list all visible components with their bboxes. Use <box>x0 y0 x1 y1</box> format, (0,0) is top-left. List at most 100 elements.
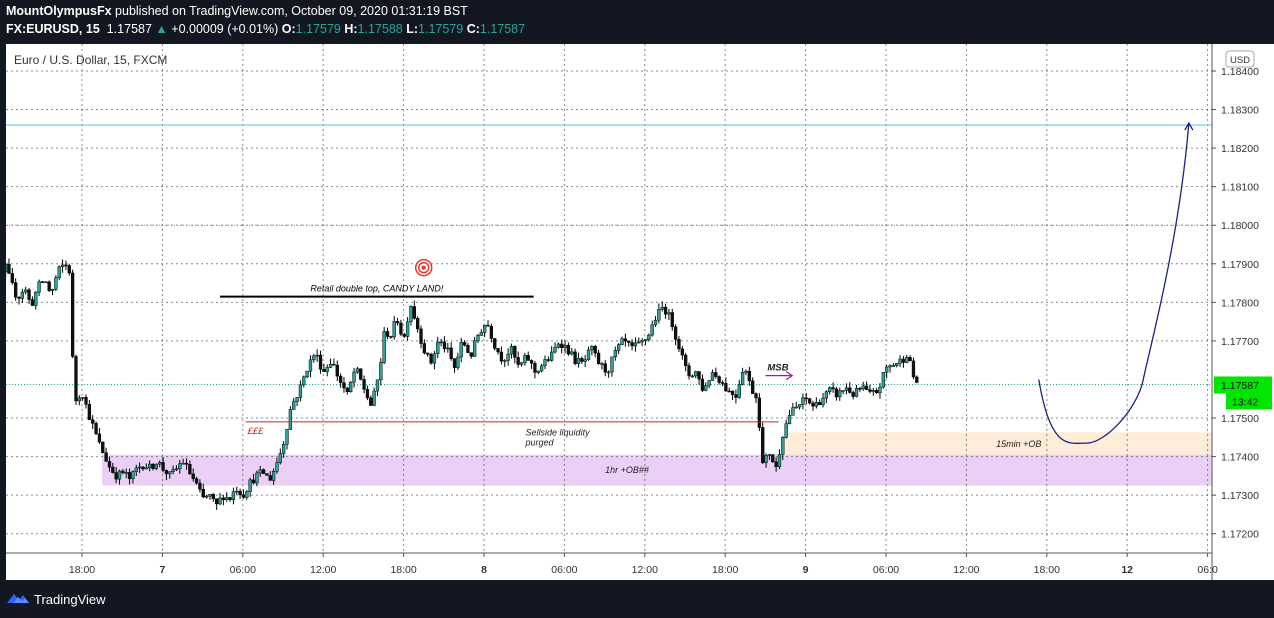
x-tick-label-6: 06:00 <box>551 564 577 576</box>
candle-92 <box>278 448 282 465</box>
last-price-label: 1.17587 <box>1221 380 1259 392</box>
close-label: C: <box>466 22 480 36</box>
annotation-label-1: £££ <box>246 426 264 437</box>
x-tick-label-0: 18:00 <box>69 564 95 576</box>
candle-196 <box>627 340 631 347</box>
candle-165 <box>523 352 527 366</box>
candle-195 <box>623 333 628 347</box>
candle-28 <box>64 260 68 270</box>
candle-134 <box>419 325 423 349</box>
candle-105 <box>322 363 326 372</box>
candle-251 <box>811 400 815 411</box>
candle-185 <box>590 345 594 356</box>
candle-41 <box>107 456 112 472</box>
candle-151 <box>476 333 480 344</box>
candle-227 <box>730 390 735 400</box>
candle-269 <box>871 387 875 396</box>
candle-84 <box>251 474 256 485</box>
candle-249 <box>804 392 808 405</box>
candle-12 <box>10 268 14 285</box>
candle-256 <box>828 386 832 395</box>
tradingview-brand[interactable]: TradingView <box>34 592 106 607</box>
candle-150 <box>472 336 477 357</box>
chart-header: MountOlympusFx published on TradingView.… <box>0 0 1274 44</box>
candle-52 <box>144 463 148 470</box>
candle-210 <box>673 324 678 346</box>
candle-141 <box>442 336 447 353</box>
candle-103 <box>315 349 319 362</box>
candle-214 <box>687 362 691 380</box>
candle-46 <box>124 468 128 479</box>
candle-170 <box>539 363 544 373</box>
candle-126 <box>392 316 396 340</box>
candle-104 <box>318 350 323 374</box>
candle-55 <box>154 463 159 471</box>
price-chart[interactable]: Retail double top, CANDY LAND! £££ Sellsid… <box>6 44 1274 580</box>
candle-156 <box>493 338 497 351</box>
candle-68 <box>198 479 202 493</box>
ohlc-bar: FX:EURUSD, 15 1.17587 ▲ +0.00009 (+0.01%… <box>6 22 525 36</box>
candle-158 <box>499 346 504 365</box>
candle-108 <box>332 358 336 366</box>
candle-114 <box>352 367 356 388</box>
x-tick-label-13: 12 <box>1121 564 1133 576</box>
open-label: O: <box>281 22 296 36</box>
candle-100 <box>305 370 309 379</box>
candle-187 <box>596 349 601 365</box>
candle-277 <box>898 355 902 367</box>
last-price-badge: 1.17587 <box>1214 376 1272 394</box>
candle-200 <box>640 338 644 347</box>
published-text: published on TradingView.com, October 09… <box>111 4 468 18</box>
candle-250 <box>807 397 812 405</box>
candle-48 <box>131 470 135 484</box>
candle-111 <box>342 376 346 393</box>
candle-167 <box>529 359 534 369</box>
candle-223 <box>717 375 721 385</box>
candle-132 <box>412 300 416 320</box>
candle-76 <box>225 492 229 502</box>
candle-222 <box>714 367 718 379</box>
candle-81 <box>241 489 246 499</box>
candle-212 <box>680 345 684 360</box>
candle-190 <box>606 370 611 378</box>
candle-124 <box>385 327 390 340</box>
candle-209 <box>670 308 674 331</box>
candle-235 <box>757 393 762 432</box>
projection-path[interactable] <box>1038 122 1190 445</box>
candle-16 <box>24 286 28 295</box>
y-tick-label-9: 1.17400 <box>1221 452 1259 464</box>
chart-legend: Euro / U.S. Dollar, 15, FXCM <box>14 53 167 67</box>
y-tick-label-4: 1.18000 <box>1221 220 1259 232</box>
candle-78 <box>231 487 236 505</box>
candle-57 <box>161 456 165 473</box>
candle-10 <box>6 262 8 279</box>
currency-badge[interactable]: USD <box>1225 50 1255 68</box>
candle-278 <box>901 356 906 368</box>
candle-15 <box>20 288 25 303</box>
candle-20 <box>37 279 41 297</box>
candle-154 <box>486 320 490 327</box>
candle-25 <box>54 275 58 292</box>
high-value: 1.17588 <box>357 22 403 36</box>
publisher-name[interactable]: MountOlympusFx <box>6 4 112 18</box>
candle-42 <box>111 462 115 474</box>
candle-21 <box>40 281 45 283</box>
candle-56 <box>158 460 162 468</box>
y-tick-label-2: 1.18200 <box>1221 143 1259 155</box>
price-scale[interactable] <box>1212 44 1274 580</box>
candle-262 <box>848 382 852 394</box>
up-triangle-icon: ▲ <box>155 22 168 36</box>
candle-26 <box>57 265 61 281</box>
candle-239 <box>771 454 775 463</box>
candle-19 <box>34 291 38 310</box>
candle-257 <box>831 382 835 393</box>
candle-252 <box>814 397 818 409</box>
candle-273 <box>885 364 889 379</box>
chart-area[interactable]: Retail double top, CANDY LAND! £££ Sellsid… <box>6 44 1274 580</box>
candle-179 <box>570 347 574 356</box>
candle-85 <box>255 470 259 487</box>
candle-203 <box>650 320 654 337</box>
candle-220 <box>707 380 711 389</box>
candle-162 <box>513 345 517 364</box>
candle-106 <box>325 364 329 377</box>
